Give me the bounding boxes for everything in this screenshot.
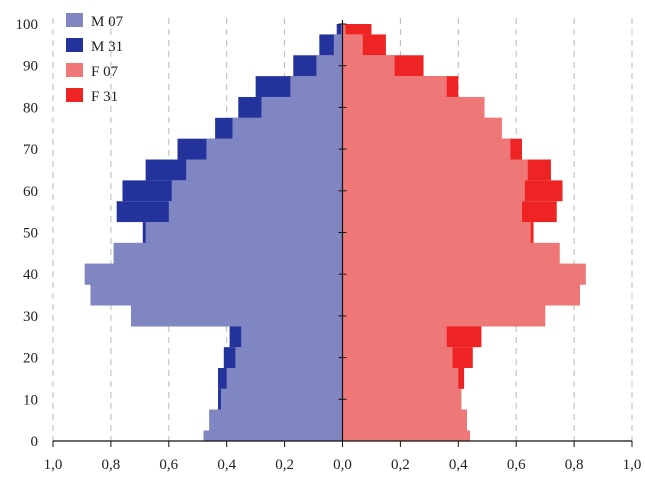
y-tick-label: 50 xyxy=(23,226,38,242)
bar xyxy=(342,159,528,181)
y-axis-ticks: 0 10 20 30 40 50 60 70 80 90 100 xyxy=(16,17,347,450)
bar xyxy=(342,242,560,264)
bar xyxy=(342,305,546,327)
series-m-07 xyxy=(84,24,343,441)
bar xyxy=(342,368,459,389)
bar xyxy=(168,201,343,223)
bar xyxy=(333,34,343,56)
bar xyxy=(232,117,343,139)
bar xyxy=(336,24,343,35)
bar xyxy=(290,76,343,97)
bar xyxy=(341,24,343,35)
bar xyxy=(342,24,372,35)
bar xyxy=(342,430,470,441)
y-tick-label: 10 xyxy=(23,392,38,408)
bar xyxy=(342,76,447,97)
x-tick-label: 0,2 xyxy=(391,457,410,473)
y-tick-label: 70 xyxy=(23,142,38,158)
x-axis-ticks: 1,0 0,8 0,6 0,4 0,2 0,0 0,2 0,4 0,6 0,8 1,0 xyxy=(44,441,642,473)
x-tick-label: 0,4 xyxy=(449,457,468,473)
bar xyxy=(206,138,343,160)
axes xyxy=(53,20,632,442)
bar xyxy=(342,388,462,410)
legend: M 07 M 31 F 07 F 31 xyxy=(66,13,124,105)
y-tick-label: 80 xyxy=(23,100,38,116)
legend-label: M 31 xyxy=(91,39,123,55)
bar xyxy=(342,138,511,160)
bar xyxy=(220,388,343,410)
bar xyxy=(342,222,531,243)
bar xyxy=(131,305,343,327)
bar xyxy=(342,326,447,348)
x-tick-label: 1,0 xyxy=(44,457,63,473)
y-tick-label: 60 xyxy=(23,184,38,200)
x-tick-label: 0,8 xyxy=(102,457,121,473)
bar xyxy=(342,180,525,202)
bar xyxy=(342,409,467,431)
x-tick-label: 0,4 xyxy=(217,457,236,473)
legend-label: M 07 xyxy=(91,14,124,30)
bar xyxy=(342,284,580,306)
bar xyxy=(342,263,586,285)
x-tick-label: 1,0 xyxy=(623,457,642,473)
bar xyxy=(342,34,363,56)
legend-label: F 07 xyxy=(91,64,119,80)
bar xyxy=(171,180,343,202)
legend-label: F 31 xyxy=(91,89,118,105)
bar xyxy=(261,96,343,118)
x-tick-label: 0,2 xyxy=(275,457,294,473)
x-tick-label: 0,0 xyxy=(333,457,352,473)
y-tick-label: 30 xyxy=(23,309,38,325)
bar xyxy=(186,159,343,181)
bar xyxy=(226,368,343,389)
bar xyxy=(241,326,343,348)
bar xyxy=(90,284,343,306)
bar xyxy=(342,24,346,35)
series-f-07 xyxy=(342,24,586,441)
bar xyxy=(209,409,343,431)
bar xyxy=(145,222,343,243)
legend-swatch xyxy=(66,63,83,77)
y-tick-label: 0 xyxy=(31,434,39,450)
bar xyxy=(342,201,522,223)
bar xyxy=(342,96,485,118)
x-tick-label: 0,8 xyxy=(565,457,584,473)
y-tick-label: 20 xyxy=(23,351,38,367)
legend-swatch xyxy=(66,38,83,52)
x-tick-label: 0,6 xyxy=(159,457,178,473)
bar xyxy=(342,55,395,77)
bar xyxy=(84,263,343,285)
legend-swatch xyxy=(66,13,83,27)
y-tick-label: 40 xyxy=(23,267,38,283)
legend-swatch xyxy=(66,88,83,102)
bar xyxy=(203,430,343,441)
bars xyxy=(84,24,586,441)
bar xyxy=(235,347,343,369)
x-tick-label: 0,6 xyxy=(507,457,526,473)
bar xyxy=(316,55,343,77)
bar xyxy=(113,242,343,264)
bar xyxy=(342,347,453,369)
y-tick-label: 90 xyxy=(23,59,38,75)
bar xyxy=(342,117,502,139)
y-tick-label: 100 xyxy=(16,17,39,33)
